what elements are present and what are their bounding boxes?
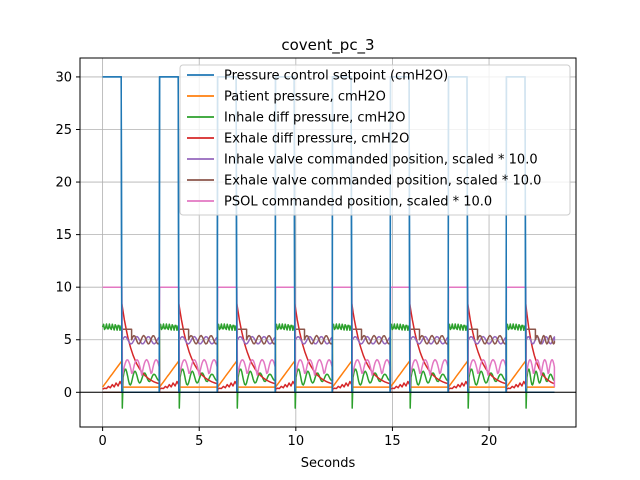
legend-label: Inhale diff pressure, cmH2O [224,111,405,126]
legend-label: Inhale valve commanded position, scaled … [224,153,538,168]
ticks: 0 5 10 15 20 0 5 10 15 20 25 30 [55,70,497,449]
y-tick-label: 25 [55,123,72,138]
legend-label: Exhale diff pressure, cmH2O [224,132,409,147]
y-tick-label: 20 [55,176,72,191]
legend-label: Pressure control setpoint (cmH2O) [224,69,448,84]
x-tick-label: 0 [98,434,106,449]
legend-box [179,64,571,216]
series-group [101,76,556,409]
series-setpoint-line-top [102,76,555,394]
y-tick-label: 15 [55,228,72,243]
y-tick-label: 5 [64,333,72,348]
y-tick-label: 0 [64,386,72,401]
axes [79,57,577,428]
x-tick-label: 15 [384,434,401,449]
plot-frame [79,57,577,428]
x-tick-label: 10 [288,434,305,449]
legend-label: Patient pressure, cmH2O [224,90,386,105]
y-tick-label: 30 [55,70,72,85]
legend: Pressure control setpoint (cmH2O) Patient… [179,64,571,216]
x-tick-label: 5 [195,434,203,449]
legend-label: Exhale valve commanded position, scaled … [224,174,541,189]
x-axis-title: Seconds [301,456,356,471]
x-tick-label: 20 [481,434,498,449]
legend-label: PSOL commanded position, scaled * 10.0 [224,195,492,210]
y-tick-label: 10 [55,281,72,296]
chart-title: covent_pc_3 [281,36,374,55]
